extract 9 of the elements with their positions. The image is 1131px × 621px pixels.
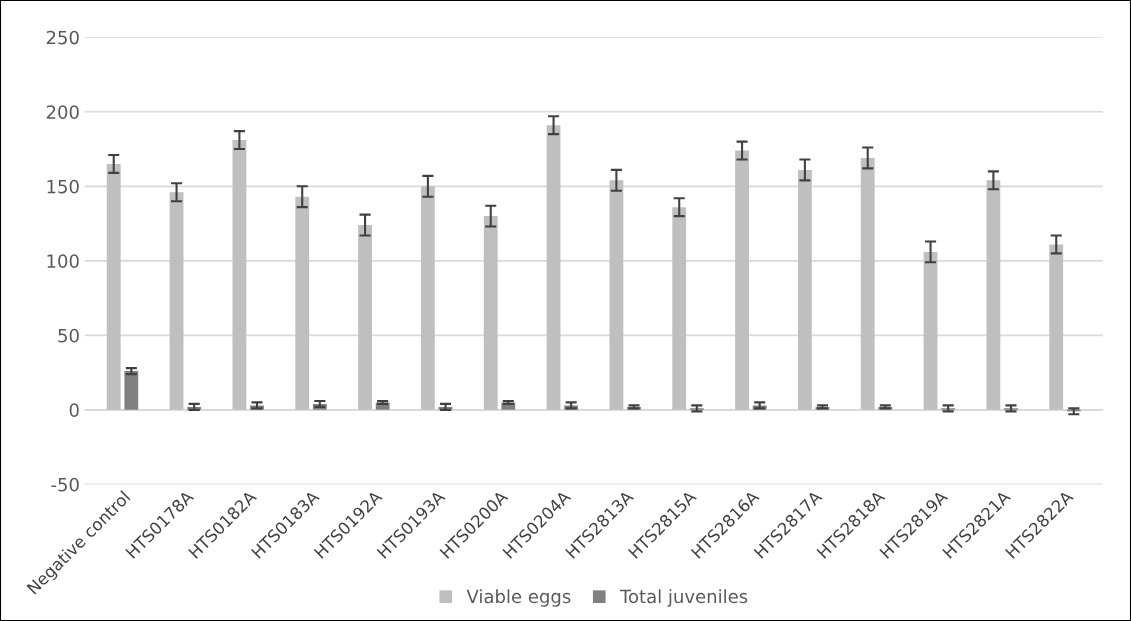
y-tick-label: -50 bbox=[51, 477, 79, 492]
y-tick-label: 50 bbox=[58, 328, 79, 343]
y-tick-label: 200 bbox=[46, 105, 79, 119]
y-tick-label: 0 bbox=[69, 403, 79, 417]
legend-label: Total juveniles bbox=[619, 589, 748, 607]
y-tick-label: 100 bbox=[47, 254, 79, 268]
y-tick-label: 150 bbox=[47, 179, 79, 194]
y-tick-label: 250 bbox=[46, 30, 79, 45]
legend-label: Viable eggs bbox=[466, 589, 571, 607]
